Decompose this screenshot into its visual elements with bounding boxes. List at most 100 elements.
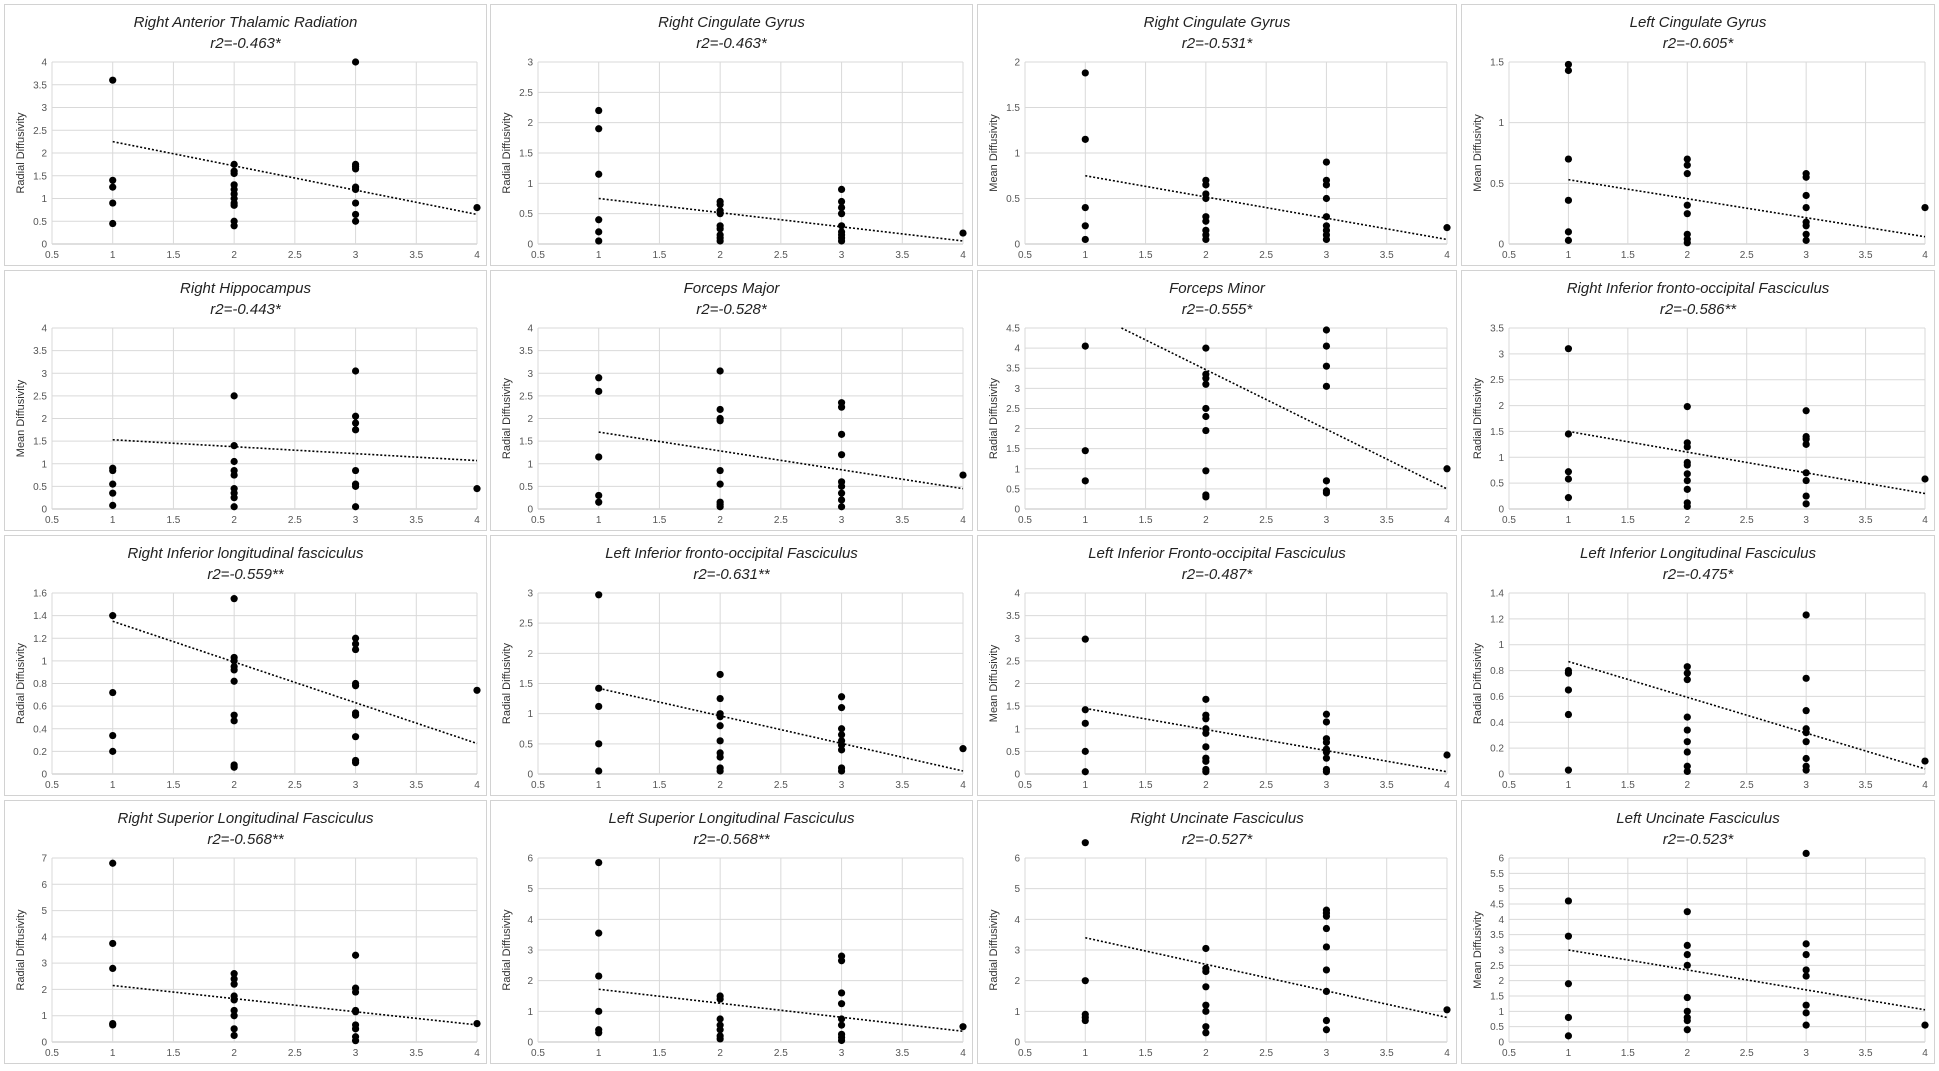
- chart-title: Left Superior Longitudinal Fasciculus: [609, 810, 855, 827]
- data-point: [109, 489, 117, 497]
- data-point: [1322, 987, 1331, 996]
- data-point: [837, 957, 846, 965]
- x-tick-label: 0.5: [1018, 515, 1032, 526]
- y-axis-label: Mean Diffusivity: [988, 644, 1000, 722]
- scatter-panel: Left Superior Longitudinal Fasciculus r2=…: [490, 800, 973, 1064]
- y-axis-label: Radial Diffusivity: [501, 377, 513, 459]
- x-tick-label: 2: [717, 1048, 723, 1059]
- data-point: [1081, 719, 1089, 727]
- data-point: [1802, 492, 1810, 500]
- y-tick-label: 3.5: [1006, 364, 1020, 375]
- data-point: [1802, 951, 1810, 959]
- data-point: [1202, 235, 1210, 244]
- x-tick-label: 3: [1324, 780, 1330, 791]
- data-point: [1202, 1023, 1210, 1031]
- data-point: [837, 503, 846, 511]
- y-tick-label: 1.5: [1490, 992, 1504, 1003]
- x-tick-label: 1: [1566, 780, 1572, 791]
- y-tick-label: 1: [527, 459, 533, 470]
- x-tick-label: 3.5: [895, 1048, 909, 1059]
- data-point: [1322, 738, 1331, 746]
- y-tick-label: 2.5: [1006, 404, 1020, 415]
- data-point: [837, 731, 846, 739]
- data-point: [595, 228, 603, 236]
- data-point: [351, 682, 360, 690]
- panel-frame: [1461, 270, 1935, 531]
- y-tick-label: 5: [1498, 884, 1504, 895]
- x-tick-label: 1.5: [652, 1048, 666, 1059]
- data-point: [1564, 1032, 1573, 1040]
- scatter-panel: Right Inferior longitudinal fasciculus r2…: [4, 535, 487, 796]
- chart-title: Right Hippocampus: [180, 280, 311, 297]
- data-point: [1322, 181, 1331, 189]
- data-point: [1322, 213, 1331, 221]
- data-point: [351, 503, 360, 511]
- y-axis-label: Mean Diffusivity: [988, 114, 1000, 192]
- x-tick-label: 1.5: [1621, 1048, 1635, 1059]
- data-point: [837, 210, 846, 218]
- data-point: [1683, 476, 1691, 485]
- data-point: [1564, 686, 1573, 694]
- data-point: [1802, 204, 1810, 212]
- trend-line: [1568, 430, 1926, 495]
- y-tick-label: 7: [41, 854, 47, 865]
- data-point: [109, 688, 117, 697]
- y-tick-label: 1: [1014, 149, 1020, 160]
- chart-subtitle: r2=-0.523*: [1663, 831, 1735, 848]
- data-point: [1564, 475, 1573, 483]
- data-point: [837, 489, 846, 497]
- chart-subtitle: r2=-0.631**: [693, 566, 770, 583]
- x-tick-label: 4: [1922, 780, 1928, 791]
- data-point: [351, 185, 360, 193]
- x-tick-label: 2.5: [774, 250, 788, 261]
- data-point: [837, 725, 846, 733]
- panel-frame: [4, 800, 487, 1064]
- y-tick-label: 0: [41, 505, 47, 516]
- data-point: [716, 210, 724, 218]
- data-point: [1564, 710, 1573, 719]
- x-tick-label: 2.5: [1740, 250, 1754, 261]
- data-point: [837, 1015, 846, 1023]
- y-tick-label: 2.5: [519, 391, 533, 402]
- data-point: [1202, 1001, 1210, 1009]
- chart-subtitle: r2=-0.605*: [1663, 35, 1735, 52]
- x-tick-label: 0.5: [45, 1048, 59, 1059]
- data-point: [109, 731, 117, 740]
- data-point: [1683, 239, 1691, 247]
- data-point: [1202, 217, 1210, 225]
- x-tick-label: 1.5: [1139, 515, 1153, 526]
- data-point: [1683, 941, 1691, 950]
- data-point: [1202, 743, 1210, 751]
- data-point: [1564, 345, 1573, 353]
- data-point: [1802, 766, 1810, 774]
- scatter-panel: Left Inferior Longitudinal Fasciculus r2=…: [1461, 535, 1935, 796]
- y-tick-label: 2: [527, 976, 533, 987]
- y-tick-label: 2.5: [519, 619, 533, 630]
- x-tick-label: 3.5: [409, 780, 423, 791]
- data-point: [1322, 194, 1331, 203]
- x-tick-label: 1: [1083, 515, 1089, 526]
- data-point: [230, 160, 238, 168]
- x-tick-label: 1: [1083, 780, 1089, 791]
- x-tick-label: 1.5: [1139, 250, 1153, 261]
- x-tick-label: 0.5: [531, 780, 545, 791]
- data-point: [716, 753, 724, 761]
- data-point: [1564, 236, 1573, 244]
- x-tick-label: 3: [353, 1048, 359, 1059]
- x-tick-label: 0.5: [531, 250, 545, 261]
- data-point: [473, 485, 481, 493]
- y-tick-label: 1: [527, 709, 533, 720]
- y-tick-label: 0.5: [1490, 1022, 1504, 1033]
- data-point: [1683, 201, 1691, 209]
- y-tick-label: 3: [527, 58, 533, 69]
- data-point: [1202, 426, 1210, 435]
- y-tick-label: 3: [1014, 946, 1020, 957]
- x-tick-label: 1: [110, 780, 116, 791]
- data-point: [109, 199, 117, 207]
- data-point: [1081, 768, 1089, 776]
- panel-frame: [977, 4, 1457, 266]
- data-point: [1683, 961, 1691, 969]
- data-point: [1322, 710, 1331, 718]
- panel-frame: [490, 535, 973, 796]
- scatter-panel: Right Hippocampusr2=-0.443*00.511.522.53…: [4, 270, 487, 531]
